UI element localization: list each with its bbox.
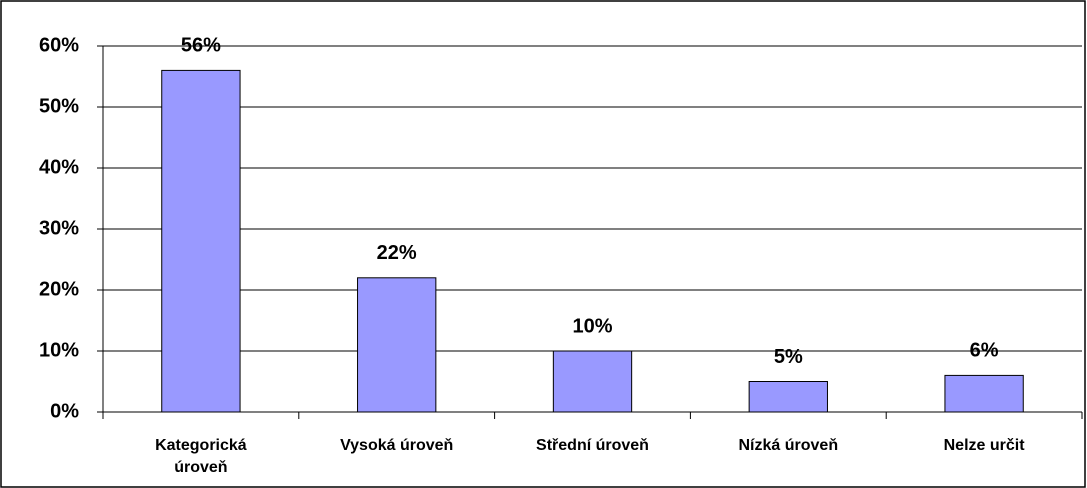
x-tick-label: Kategorická úroveň: [155, 437, 247, 476]
data-label: 56%: [181, 35, 221, 57]
data-label: 6%: [970, 340, 999, 362]
y-tick-label: 40%: [39, 156, 79, 178]
bar: [161, 69, 241, 413]
data-label: 22%: [377, 242, 417, 264]
x-tick-label: Nelze určit: [943, 437, 1025, 454]
y-tick-label: 60%: [39, 34, 79, 56]
y-tick-label: 10%: [39, 339, 79, 361]
bar: [552, 350, 633, 413]
bar: [748, 381, 828, 413]
y-tick-label: 20%: [39, 278, 79, 300]
y-tick-label: 30%: [39, 217, 79, 239]
x-tick-label: Vysoká úroveň: [340, 437, 454, 454]
x-tick-label: Střední úroveň: [536, 437, 649, 454]
y-tick-label: 50%: [39, 95, 79, 117]
bar: [944, 374, 1024, 413]
bar: [357, 277, 437, 413]
x-tick-label: Nízká úroveň: [738, 437, 839, 454]
y-tick-label: 0%: [50, 400, 79, 422]
data-label: 5%: [774, 346, 803, 368]
data-label: 10%: [572, 315, 612, 337]
